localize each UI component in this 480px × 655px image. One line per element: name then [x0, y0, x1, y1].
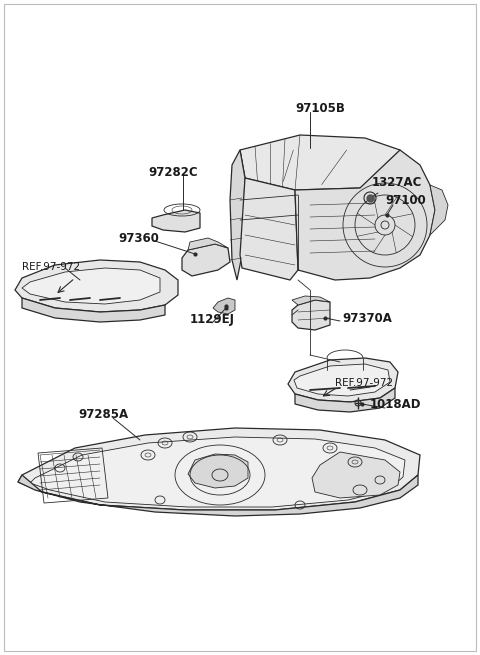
Polygon shape	[15, 260, 178, 312]
Polygon shape	[22, 268, 160, 304]
Polygon shape	[30, 437, 405, 507]
Text: 1327AC: 1327AC	[372, 176, 422, 189]
Text: 97282C: 97282C	[148, 166, 198, 179]
Text: 97100: 97100	[385, 195, 426, 208]
Text: 97105B: 97105B	[295, 102, 345, 115]
Polygon shape	[292, 300, 330, 330]
Polygon shape	[288, 358, 398, 402]
Polygon shape	[18, 475, 418, 516]
Polygon shape	[188, 238, 228, 250]
Polygon shape	[295, 150, 435, 280]
Polygon shape	[294, 364, 390, 396]
Text: 97360: 97360	[118, 231, 159, 244]
Polygon shape	[292, 296, 330, 305]
Text: 1129EJ: 1129EJ	[190, 314, 235, 326]
Polygon shape	[230, 150, 245, 280]
Text: 1018AD: 1018AD	[370, 398, 421, 411]
Polygon shape	[312, 452, 400, 498]
Text: REF.97-972: REF.97-972	[335, 378, 393, 388]
Polygon shape	[22, 298, 165, 322]
Polygon shape	[18, 428, 420, 510]
Text: 97370A: 97370A	[342, 312, 392, 324]
Polygon shape	[240, 135, 400, 190]
Text: REF.97-972: REF.97-972	[22, 262, 80, 272]
Polygon shape	[295, 388, 395, 412]
Polygon shape	[213, 298, 235, 314]
Polygon shape	[430, 185, 448, 235]
Polygon shape	[182, 244, 230, 276]
Polygon shape	[152, 210, 200, 232]
Polygon shape	[240, 178, 298, 280]
Text: 97285A: 97285A	[78, 409, 128, 422]
Polygon shape	[188, 454, 248, 488]
